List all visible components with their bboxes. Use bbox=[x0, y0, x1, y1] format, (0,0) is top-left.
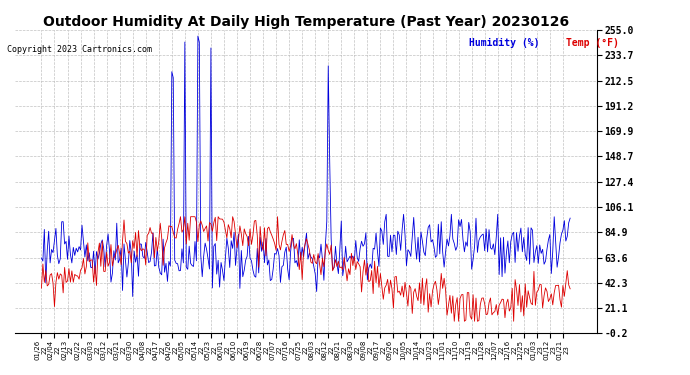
Title: Outdoor Humidity At Daily High Temperature (Past Year) 20230126: Outdoor Humidity At Daily High Temperatu… bbox=[43, 15, 569, 29]
Text: Copyright 2023 Cartronics.com: Copyright 2023 Cartronics.com bbox=[7, 45, 152, 54]
Text: Humidity (%): Humidity (%) bbox=[469, 38, 540, 48]
Text: Temp (°F): Temp (°F) bbox=[566, 38, 619, 48]
